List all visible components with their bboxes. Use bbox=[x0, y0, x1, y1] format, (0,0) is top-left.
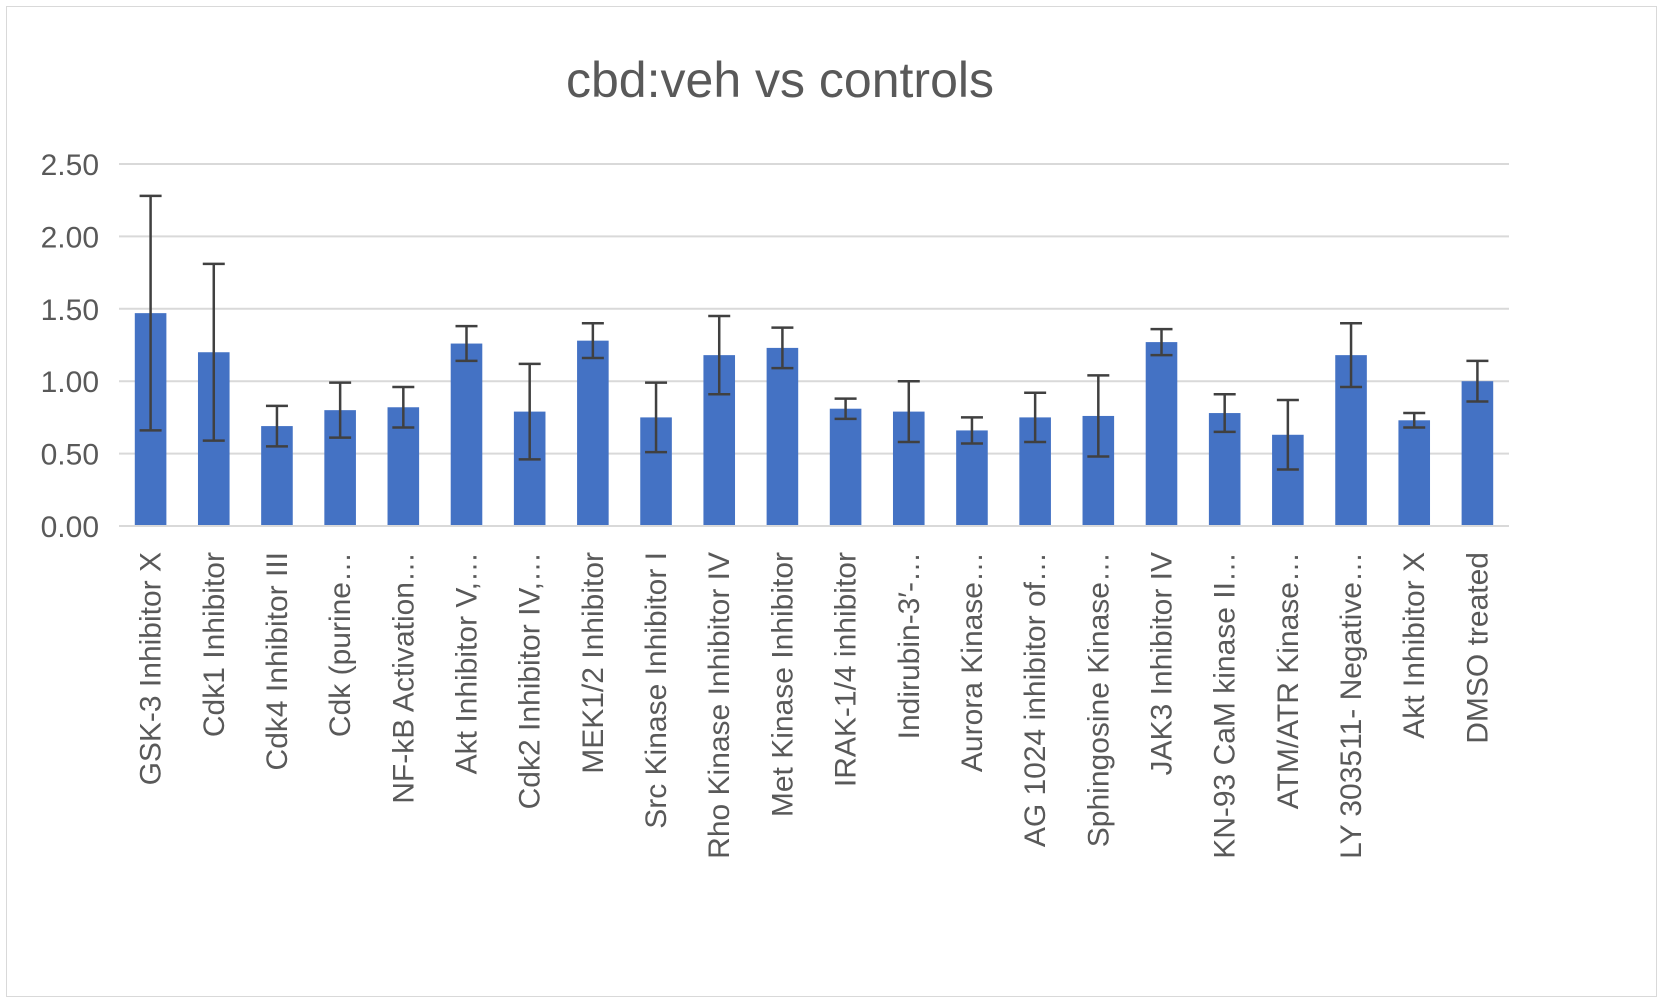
x-category-label: Akt Inhibitor V,… bbox=[451, 552, 484, 774]
y-tick-label: 2.00 bbox=[41, 221, 99, 254]
error-bar bbox=[139, 194, 162, 432]
error-bar bbox=[202, 262, 225, 442]
x-category-label: JAK3 Inhibitor IV bbox=[1146, 552, 1179, 775]
y-tick-label: 0.00 bbox=[41, 511, 99, 544]
error-bar bbox=[1403, 411, 1426, 429]
x-category-label: Cdk1 Inhibitor bbox=[198, 552, 231, 737]
error-bar bbox=[265, 404, 288, 448]
bar bbox=[956, 430, 988, 526]
x-category-label: Rho Kinase Inhibitor IV bbox=[703, 552, 736, 859]
x-category-label: Aurora Kinase… bbox=[956, 552, 989, 772]
x-category-label: NF-kB Activation… bbox=[387, 552, 420, 804]
y-tick-label: 0.50 bbox=[41, 439, 99, 472]
error-bar bbox=[771, 326, 794, 370]
x-axis-categories: GSK-3 Inhibitor X Cdk1 Inhibitor Cdk4 Inhi… bbox=[135, 552, 1495, 859]
error-bar bbox=[1087, 374, 1110, 458]
error-bar bbox=[329, 381, 352, 439]
y-tick-label: 1.00 bbox=[41, 366, 99, 399]
y-axis-ticks: 0.00 0.50 1.00 1.50 2.00 2.50 bbox=[41, 149, 99, 544]
x-category-label: KN-93 CaM kinase II… bbox=[1209, 552, 1242, 859]
error-bar bbox=[392, 385, 415, 429]
bar bbox=[577, 340, 609, 526]
x-category-label: Akt Inhibitor X bbox=[1398, 552, 1431, 739]
x-category-label: Cdk2 Inhibitor IV,… bbox=[514, 552, 547, 809]
x-category-label: Cdk (purine… bbox=[324, 552, 357, 737]
x-category-label: Indirubin-3′-… bbox=[893, 552, 926, 739]
bar bbox=[1398, 420, 1431, 526]
error-bar bbox=[581, 322, 604, 360]
error-bar bbox=[960, 416, 983, 445]
error-bar bbox=[518, 362, 541, 461]
error-bar bbox=[1024, 391, 1047, 444]
y-tick-label: 1.50 bbox=[41, 294, 99, 327]
bar bbox=[829, 408, 862, 526]
bar bbox=[1461, 381, 1494, 526]
x-category-label: MEK1/2 Inhibitor bbox=[577, 552, 610, 774]
error-bars bbox=[139, 194, 1489, 471]
error-bar bbox=[834, 397, 857, 421]
x-category-label: Src Kinase Inhibitor I bbox=[640, 552, 673, 829]
x-category-label: LY 303511- Negative… bbox=[1335, 552, 1368, 859]
error-bar bbox=[455, 324, 478, 363]
x-category-label: Sphingosine Kinase… bbox=[1082, 552, 1115, 847]
x-category-label: Cdk4 Inhibitor III bbox=[261, 552, 294, 770]
x-category-label: ATM/ATR Kinase… bbox=[1272, 552, 1305, 809]
error-bar bbox=[1150, 327, 1173, 357]
x-category-label: DMSO treated bbox=[1461, 552, 1494, 744]
error-bar bbox=[645, 381, 668, 454]
bar bbox=[450, 343, 483, 526]
bar bbox=[1145, 342, 1178, 526]
y-tick-label: 2.50 bbox=[41, 149, 99, 182]
bar-chart: cbd:veh vs controls 0.00 0.50 1.00 1.50 2.00… bbox=[41, 52, 1509, 859]
x-category-label: GSK-3 Inhibitor X bbox=[135, 552, 168, 785]
x-category-label: IRAK-1/4 inhibitor bbox=[830, 552, 863, 787]
chart-frame: cbd:veh vs controls 0.00 0.50 1.00 1.50 2.00… bbox=[6, 6, 1657, 997]
error-bar bbox=[1276, 398, 1299, 471]
bars bbox=[134, 313, 1494, 526]
x-category-label: Met Kinase Inhibitor bbox=[766, 552, 799, 817]
error-bar bbox=[1466, 359, 1489, 403]
bar bbox=[766, 347, 799, 526]
error-bar bbox=[1340, 322, 1363, 389]
error-bar bbox=[708, 314, 731, 396]
x-category-label: AG 1024 inhibitor of… bbox=[1019, 552, 1052, 847]
error-bar bbox=[897, 379, 920, 444]
error-bar bbox=[1213, 392, 1236, 434]
chart-title: cbd:veh vs controls bbox=[566, 52, 994, 108]
